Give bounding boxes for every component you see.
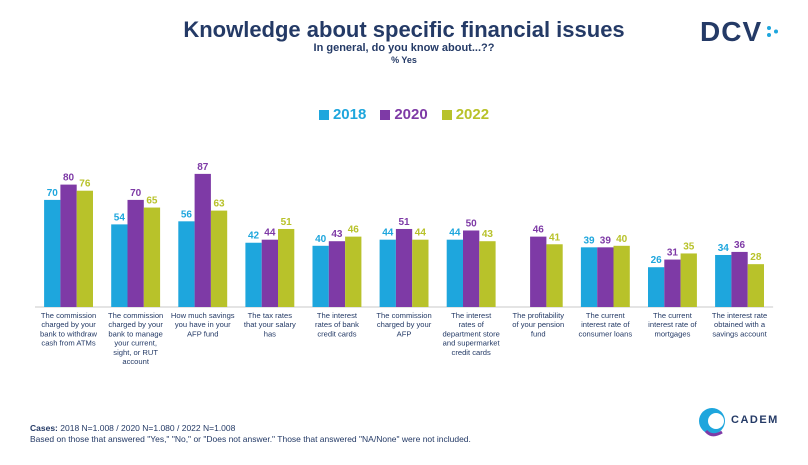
bar-2020-10 (731, 251, 748, 307)
data-label: 36 (734, 240, 746, 251)
bar-2018-10 (715, 254, 732, 307)
data-label: 40 (616, 234, 628, 245)
base-note: Based on those that answered "Yes," "No,… (30, 434, 471, 444)
data-label: 80 (63, 173, 75, 184)
category-label: The commission charged by your bank to man… (108, 311, 163, 366)
legend-label: 2022 (455, 106, 490, 123)
data-label: 44 (264, 228, 276, 239)
cadem-logo-text: CADEM (731, 414, 779, 426)
data-label: 56 (181, 209, 193, 220)
data-label: 76 (79, 179, 91, 190)
bar-2022-3 (278, 228, 295, 307)
data-label: 63 (213, 199, 225, 210)
data-label: 31 (667, 248, 679, 259)
chart-legend: 2018 2020 2022 (0, 106, 808, 123)
bar-2022-8 (613, 245, 630, 307)
bar-2018-5 (379, 239, 396, 307)
category-label: The interest rate obtained with a savings … (712, 311, 768, 338)
category-label: The commission charged by your AFP (376, 311, 431, 338)
data-label: 34 (718, 243, 730, 254)
data-label: 42 (248, 231, 260, 242)
legend-swatch (441, 109, 452, 120)
bar-2020-3 (261, 239, 278, 307)
bar-2022-9 (680, 253, 697, 307)
data-label: 50 (466, 219, 478, 230)
data-label: 44 (415, 228, 427, 239)
bar-2018-3 (245, 242, 262, 307)
cases-footnote: Cases: 2018 N=1.008 / 2020 N=1.080 / 202… (30, 423, 235, 433)
dcv-logo: DCV (700, 16, 763, 47)
bar-2020-8 (597, 247, 614, 307)
bar-2018-8 (580, 247, 598, 307)
data-label: 51 (281, 217, 293, 228)
bar-chart: 70 80 76 The commission charged by your bank … (35, 162, 774, 366)
bar-2018-6 (446, 239, 463, 307)
legend-label: 2020 (394, 106, 428, 123)
category-label: The current interest rate of consumer loan… (579, 311, 633, 338)
bar-2020-1 (127, 199, 144, 307)
bar-2022-10 (747, 264, 764, 307)
data-label: 44 (449, 228, 461, 239)
bar-2020-9 (664, 259, 681, 307)
data-label: 43 (482, 229, 494, 240)
bar-2018-2 (178, 221, 195, 307)
category-label: The profitability of your pension fund (512, 311, 564, 338)
data-label: 26 (651, 255, 663, 266)
legend-item-2020: 2020 (380, 106, 428, 123)
cadem-logo-icon (699, 408, 725, 437)
unit-label: % Yes (391, 55, 417, 65)
data-label: 35 (683, 241, 695, 252)
chart-title: Knowledge about specific financial issue… (183, 17, 625, 42)
data-label: 39 (600, 235, 612, 246)
data-label: 39 (583, 235, 595, 246)
data-label: 70 (47, 188, 59, 199)
bar-2018-0 (44, 199, 61, 307)
data-label: 40 (315, 234, 327, 245)
data-label: 51 (398, 217, 410, 228)
category-label: The interest rates of department store and … (442, 311, 500, 357)
legend-label: 2018 (332, 106, 367, 123)
bar-2022-0 (76, 190, 93, 307)
legend-swatch (318, 109, 329, 120)
bar-2022-6 (479, 241, 496, 307)
legend-item-2022: 2022 (441, 106, 490, 123)
legend-item-2018: 2018 (318, 106, 367, 123)
category-label: The commission charged by your bank to wit… (40, 311, 97, 348)
chart-subtitle: In general, do you know about...?? (313, 42, 495, 54)
data-label: 44 (382, 228, 394, 239)
category-label: The interest rates of bank credit cards (315, 311, 359, 338)
bar-2020-2 (194, 173, 211, 307)
cases-label: Cases: (30, 423, 58, 433)
bar-2020-4 (328, 241, 346, 307)
data-label: 41 (549, 232, 561, 243)
cases-text: 2018 N=1.008 / 2020 N=1.080 / 2022 N=1.0… (60, 423, 236, 433)
bar-2022-1 (143, 207, 161, 307)
data-label: 43 (331, 229, 343, 240)
data-label: 46 (348, 225, 360, 236)
data-label: 65 (146, 196, 158, 207)
data-label: 70 (130, 188, 142, 199)
bar-2020-0 (60, 184, 77, 307)
bar-2022-5 (412, 239, 429, 307)
legend-swatch (380, 109, 391, 120)
bar-2020-7 (530, 236, 547, 307)
data-label: 28 (750, 252, 762, 263)
bar-2018-4 (312, 245, 329, 307)
bar-2022-7 (546, 244, 563, 307)
category-label: How much savings you have in your AFP fund (171, 311, 235, 338)
data-label: 46 (533, 225, 545, 236)
dcv-logo-dots-icon (767, 26, 778, 37)
bar-2020-5 (395, 228, 413, 307)
bar-2022-4 (345, 236, 362, 307)
category-label: The current interest rate of mortgages (648, 311, 697, 338)
data-label: 87 (197, 162, 209, 173)
bar-2022-2 (210, 210, 228, 307)
category-label: The tax rates that your salary has (244, 311, 296, 338)
bar-2020-6 (463, 230, 480, 307)
bar-2018-9 (648, 267, 665, 307)
bar-2018-1 (111, 224, 128, 307)
data-label: 54 (114, 212, 126, 223)
